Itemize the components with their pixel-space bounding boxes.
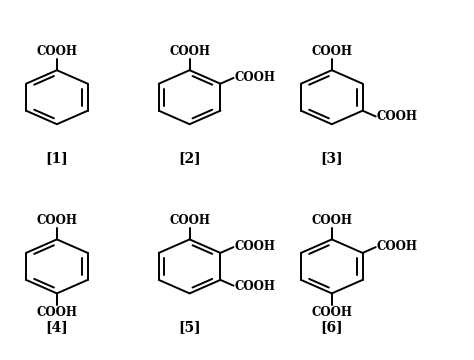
Text: [6]: [6] xyxy=(320,320,343,334)
Text: [5]: [5] xyxy=(178,320,201,334)
Text: COOH: COOH xyxy=(36,306,77,319)
Text: COOH: COOH xyxy=(235,280,276,293)
Text: COOH: COOH xyxy=(377,240,418,253)
Text: [2]: [2] xyxy=(178,151,201,165)
Text: COOH: COOH xyxy=(169,45,210,58)
Text: [1]: [1] xyxy=(46,151,68,165)
Text: COOH: COOH xyxy=(36,214,77,227)
Text: COOH: COOH xyxy=(235,240,276,253)
Text: COOH: COOH xyxy=(311,45,352,58)
Text: COOH: COOH xyxy=(377,111,418,123)
Text: COOH: COOH xyxy=(36,45,77,58)
Text: COOH: COOH xyxy=(169,214,210,227)
Text: [3]: [3] xyxy=(320,151,343,165)
Text: COOH: COOH xyxy=(311,306,352,319)
Text: COOH: COOH xyxy=(311,214,352,227)
Text: COOH: COOH xyxy=(235,71,276,84)
Text: [4]: [4] xyxy=(46,320,68,334)
